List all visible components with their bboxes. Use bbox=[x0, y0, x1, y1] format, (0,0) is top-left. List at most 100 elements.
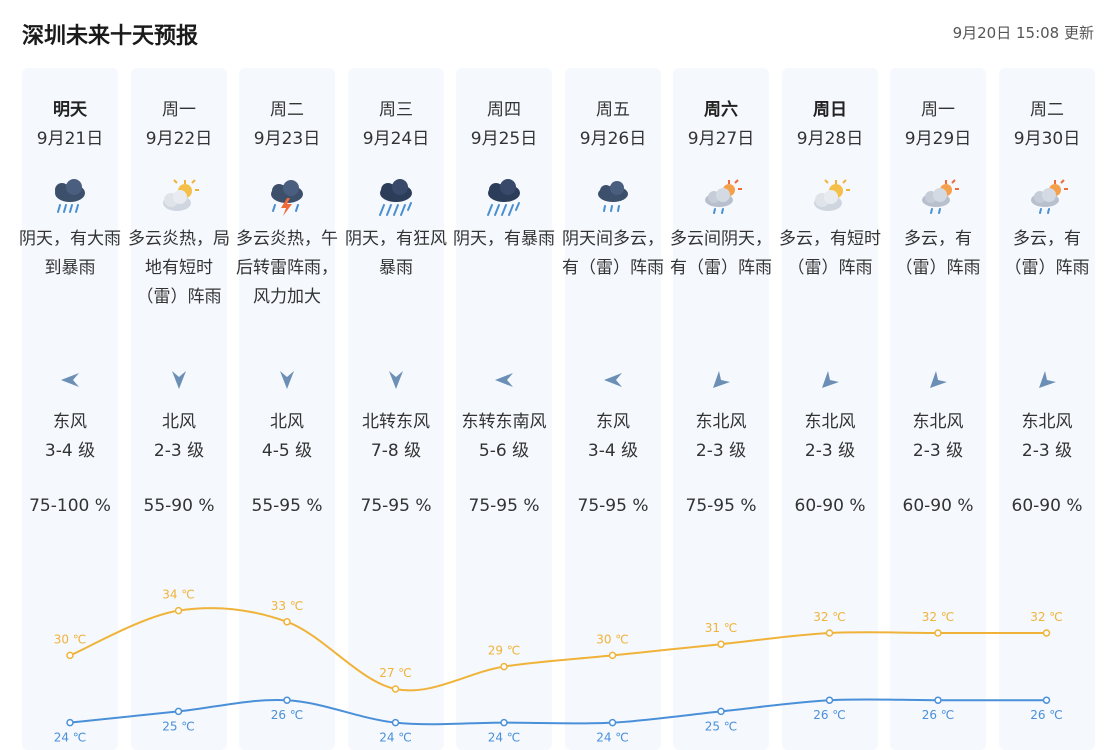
low-temp-point bbox=[66, 718, 74, 727]
high-temp-point bbox=[608, 651, 617, 660]
date-label: 9月23日 bbox=[253, 129, 321, 149]
high-temp-point bbox=[825, 629, 834, 637]
day-column: 周五 9月26日 阴天间多云，有（雷）阵雨 东风 3-4 级 75-95 % bbox=[562, 68, 664, 750]
day-label: 周五 bbox=[596, 100, 630, 120]
update-time: 9月20日 15:08 更新 bbox=[952, 24, 1094, 42]
wind-direction-icon bbox=[58, 368, 82, 392]
low-temp-label: 26 ℃ bbox=[271, 708, 304, 722]
partly-cloudy-sun-icon bbox=[808, 178, 852, 218]
low-temp-point bbox=[825, 696, 834, 704]
humidity: 75-95 % bbox=[685, 496, 757, 516]
wind-direction: 东转东南风 bbox=[461, 412, 547, 432]
sun-cloud-rain-icon bbox=[916, 178, 960, 218]
wind-level: 3-4 级 bbox=[587, 441, 639, 461]
wind-direction-icon bbox=[818, 368, 842, 392]
low-temp-point bbox=[934, 696, 942, 704]
date-label: 9月28日 bbox=[796, 129, 864, 149]
high-temp-label: 31 ℃ bbox=[705, 621, 738, 635]
low-temp-point bbox=[283, 696, 291, 704]
date-label: 9月30日 bbox=[1013, 129, 1081, 149]
wind-direction: 北风 bbox=[162, 412, 196, 432]
wind-direction-icon bbox=[384, 368, 408, 392]
high-temp-point bbox=[1042, 629, 1051, 637]
day-label: 周四 bbox=[487, 100, 521, 120]
wind-direction: 东风 bbox=[53, 412, 87, 432]
forecast-grid: 明天 9月21日阴天，有大雨到暴雨东风 3-4 级 75-100 % 周一 9月22日 多云… bbox=[19, 68, 1095, 750]
wind-level: 4-5 级 bbox=[261, 441, 313, 461]
day-column: 明天 9月21日阴天，有大雨到暴雨东风 3-4 级 75-100 % bbox=[19, 68, 121, 750]
wind-level: 2-3 级 bbox=[695, 441, 747, 461]
day-label: 周日 bbox=[813, 100, 847, 120]
temperature-chart: 30 ℃ 34 ℃ 33 ℃ 27 ℃ 29 ℃ 30 ℃ 31 ℃ 32 ℃ 32 ℃ 32 ℃… bbox=[54, 588, 1063, 745]
weather-description: 多云间阴天，有（雷）阵雨 bbox=[670, 229, 772, 278]
heavy-rain-icon bbox=[48, 178, 92, 218]
low-temp-label: 24 ℃ bbox=[54, 731, 87, 745]
high-temp-point bbox=[934, 629, 942, 637]
high-temp-label: 30 ℃ bbox=[596, 632, 629, 646]
wind-level: 3-4 级 bbox=[44, 441, 96, 461]
weather-description: 阴天，有暴雨 bbox=[453, 229, 555, 249]
wind-direction-icon bbox=[926, 368, 950, 392]
humidity: 75-95 % bbox=[360, 496, 432, 516]
humidity: 55-95 % bbox=[251, 496, 323, 516]
date-label: 9月21日 bbox=[36, 129, 104, 149]
sun-cloud-rain-icon bbox=[1025, 178, 1069, 218]
low-temp-line bbox=[69, 698, 1047, 726]
low-temp-label: 26 ℃ bbox=[922, 708, 955, 722]
high-temp-point bbox=[66, 651, 74, 660]
low-temp-point bbox=[500, 718, 508, 727]
humidity: 75-100 % bbox=[29, 496, 111, 516]
weather-description: 多云，有短时（雷）阵雨 bbox=[779, 229, 881, 278]
high-temp-point bbox=[391, 685, 400, 693]
wind-level: 2-3 级 bbox=[1021, 441, 1073, 461]
high-temp-label: 29 ℃ bbox=[488, 644, 521, 658]
date-label: 9月26日 bbox=[579, 129, 647, 149]
day-label: 周二 bbox=[1030, 100, 1064, 120]
day-label: 周一 bbox=[921, 100, 955, 120]
humidity: 60-90 % bbox=[1011, 496, 1083, 516]
high-temp-point bbox=[174, 606, 183, 615]
high-temp-label: 32 ℃ bbox=[1030, 610, 1063, 624]
day-column: 周一 9月22日 多云炎热，局地有短时（雷）阵雨 北风 2-3 级 55-90 % bbox=[128, 68, 230, 750]
humidity: 75-95 % bbox=[577, 496, 649, 516]
sun-cloud-rain-icon bbox=[699, 178, 743, 218]
cloudy-rain-icon bbox=[591, 178, 635, 218]
humidity: 55-90 % bbox=[143, 496, 215, 516]
high-temp-point bbox=[717, 640, 725, 648]
wind-level: 7-8 级 bbox=[370, 441, 422, 461]
wind-direction: 东北风 bbox=[912, 412, 964, 432]
high-temp-line bbox=[69, 607, 1047, 692]
humidity: 60-90 % bbox=[902, 496, 974, 516]
low-temp-point bbox=[608, 718, 617, 727]
wind-direction: 东风 bbox=[596, 412, 630, 432]
low-temp-point bbox=[1042, 696, 1051, 704]
weather-description: 阴天，有狂风暴雨 bbox=[345, 229, 447, 278]
wind-direction-icon bbox=[601, 368, 625, 392]
high-temp-point bbox=[283, 618, 291, 626]
weather-description: 多云，有（雷）阵雨 bbox=[895, 229, 981, 278]
low-temp-label: 26 ℃ bbox=[1030, 708, 1063, 722]
high-temp-label: 33 ℃ bbox=[271, 599, 304, 613]
thunderstorm-icon bbox=[265, 178, 309, 218]
day-label: 明天 bbox=[53, 100, 87, 120]
high-temp-label: 34 ℃ bbox=[162, 588, 195, 602]
partly-cloudy-sun-icon bbox=[157, 178, 201, 218]
weather-description: 多云炎热，午后转雷阵雨，风力加大 bbox=[236, 229, 338, 307]
humidity: 75-95 % bbox=[468, 496, 540, 516]
day-column: 周四 9月25日 阴天，有暴雨 东转东南风 5-6 级 75-95 % bbox=[453, 68, 555, 750]
humidity: 60-90 % bbox=[794, 496, 866, 516]
low-temp-label: 24 ℃ bbox=[596, 731, 629, 745]
wind-level: 2-3 级 bbox=[804, 441, 856, 461]
low-temp-point bbox=[174, 707, 183, 716]
weather-description: 阴天，有大雨到暴雨 bbox=[19, 229, 121, 278]
date-label: 9月27日 bbox=[687, 129, 755, 149]
day-column: 周三 9月24日 阴天，有狂风暴雨 北转东风 7-8 级 75-95 % bbox=[345, 68, 447, 750]
low-temp-point bbox=[717, 707, 725, 716]
day-column: 周六 9月27日 多云间阴天，有（雷）阵雨 东北风 2-3 级 75-95 % bbox=[670, 68, 772, 750]
day-label: 周二 bbox=[270, 100, 304, 120]
low-temp-point bbox=[391, 718, 400, 727]
low-temp-label: 25 ℃ bbox=[162, 719, 195, 733]
high-temp-label: 27 ℃ bbox=[379, 666, 412, 680]
date-label: 9月24日 bbox=[362, 129, 430, 149]
weather-description: 多云，有（雷）阵雨 bbox=[1004, 229, 1090, 278]
